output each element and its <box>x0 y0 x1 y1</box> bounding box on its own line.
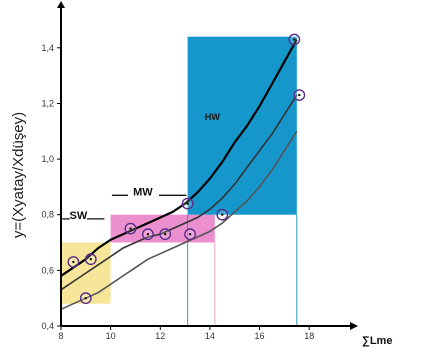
x-tick-label: 18 <box>304 331 314 341</box>
y-tick-label: 1,2 <box>41 99 54 109</box>
data-point-center-6 <box>188 233 192 236</box>
drop-lines-layer <box>187 214 298 326</box>
zone-label-hw: HW <box>205 112 220 122</box>
x-axis-title: ∑Lme <box>362 335 392 347</box>
data-point-center-1 <box>89 258 93 261</box>
points-layer <box>67 33 306 305</box>
y-tick-label: 1,4 <box>41 43 54 53</box>
series-line-2 <box>60 130 298 311</box>
data-point-center-5 <box>164 233 167 236</box>
data-point-center-7 <box>186 202 189 205</box>
y-tick-label: 0,6 <box>41 265 54 275</box>
data-point-center-9 <box>293 38 296 41</box>
y-axis-title: y=(Xyatay/Xdüşey) <box>10 112 27 238</box>
y-tick-label: 1,0 <box>41 154 54 164</box>
x-tick-label: 12 <box>155 331 165 341</box>
x-axis-arrow <box>350 322 358 330</box>
zone-label-sw: SW <box>70 210 88 222</box>
y-tick-label: 0,4 <box>41 321 54 331</box>
labels-layer: y=(Xyatay/Xdüşey) ∑Lme SW MW HW <box>10 112 392 347</box>
x-tick-label: 16 <box>254 331 264 341</box>
series-line-0 <box>60 38 298 277</box>
curves-layer <box>60 38 298 311</box>
data-point-center-10 <box>298 93 301 97</box>
y-tick-label: 0,8 <box>41 210 54 220</box>
x-tick-label: 8 <box>58 331 63 341</box>
zone-hw <box>187 36 297 215</box>
data-point-center-0 <box>72 260 75 264</box>
data-point-center-8 <box>221 213 224 216</box>
ticks-layer: 0,4 0,6 0,8 1,0 1,2 1,4 8 10 12 14 16 18 <box>41 43 314 341</box>
data-point-center-2 <box>84 297 88 300</box>
zone-label-mw: MW <box>133 186 153 198</box>
axes-layer <box>57 1 358 330</box>
data-point-center-4 <box>146 233 150 236</box>
x-tick-label: 14 <box>205 331 215 341</box>
data-point-center-3 <box>129 227 132 230</box>
series-line-1 <box>60 94 298 291</box>
zones-layer <box>61 36 297 304</box>
x-tick-label: 10 <box>106 331 116 341</box>
y-axis-arrow <box>57 1 65 8</box>
